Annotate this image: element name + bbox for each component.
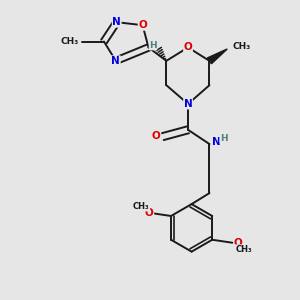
Text: CH₃: CH₃ <box>232 42 251 51</box>
Text: N: N <box>111 56 120 66</box>
Text: O: O <box>138 20 147 30</box>
Text: N: N <box>184 99 192 109</box>
Text: CH₃: CH₃ <box>133 202 150 211</box>
Text: O: O <box>152 131 161 141</box>
Text: H: H <box>149 41 157 50</box>
Text: CH₃: CH₃ <box>60 37 79 46</box>
Text: O: O <box>145 208 154 218</box>
Text: CH₃: CH₃ <box>236 245 252 254</box>
Text: N: N <box>112 17 121 27</box>
Text: H: H <box>220 134 227 143</box>
Polygon shape <box>208 49 227 64</box>
Text: N: N <box>212 137 221 147</box>
Text: O: O <box>184 43 192 52</box>
Text: O: O <box>234 238 243 248</box>
